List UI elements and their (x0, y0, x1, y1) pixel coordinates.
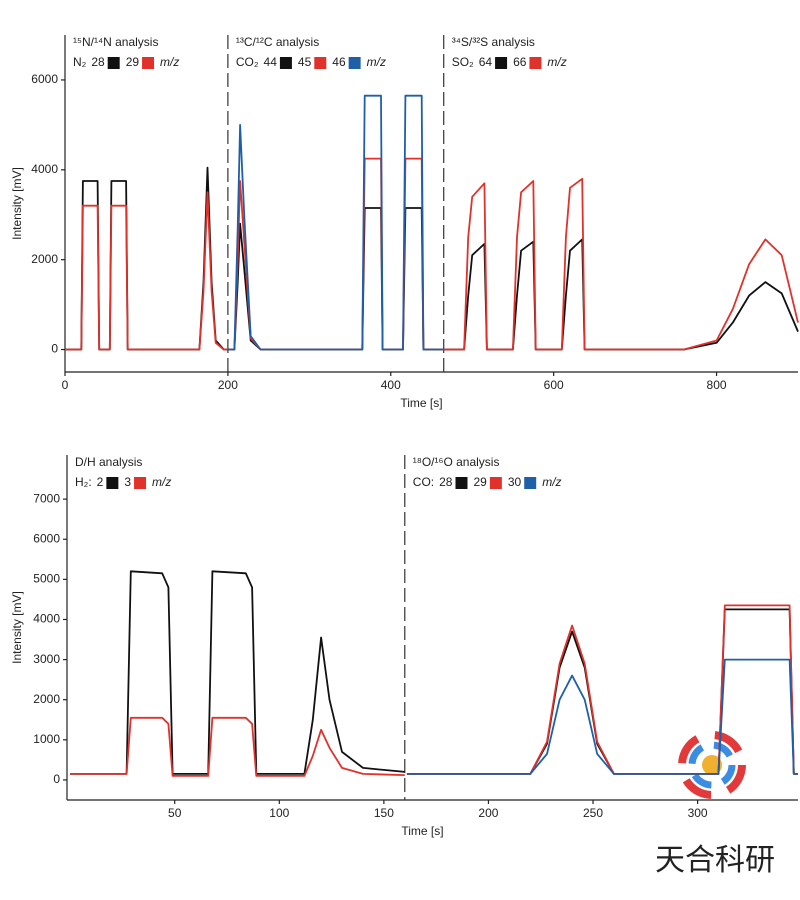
legend-label: 44 (264, 55, 278, 69)
legend-unit: m/z (367, 55, 386, 69)
y-tick-label: 6000 (33, 531, 60, 545)
legend-swatch (348, 57, 361, 69)
logo (678, 731, 746, 799)
y-tick-label: 1000 (33, 732, 60, 746)
legend-unit: m/z (547, 55, 566, 69)
y-axis-label: Intensity [mV] (10, 167, 24, 240)
x-axis-label: Time [s] (401, 824, 443, 838)
y-tick-label: 0 (51, 342, 58, 356)
legend-gas: SO₂ (452, 55, 474, 69)
chart-panel: 0 1000 2000 3000 4000 5000 6000 7000 50 100 150 200… (10, 455, 798, 838)
legend-swatch (495, 57, 508, 69)
legend-swatch (455, 477, 468, 489)
x-tick-label: 200 (218, 378, 238, 392)
legend-label: 28 (91, 55, 105, 69)
y-tick-label: 3000 (33, 652, 60, 666)
x-tick-label: 800 (707, 378, 727, 392)
legend-gas: N₂ (73, 55, 87, 69)
y-tick-label: 6000 (31, 72, 58, 86)
series-line (227, 157, 444, 351)
legend-label: 2 (97, 475, 104, 489)
legend-swatch (529, 57, 542, 69)
chart-panel: 0 2000 4000 6000 0 200 400 600 800 Time [s] Intens… (10, 35, 799, 410)
legend-swatch (279, 57, 292, 69)
legend-label: 45 (298, 55, 312, 69)
legend-swatch (107, 57, 120, 69)
group-title: ¹⁸O/¹⁶O analysis (413, 455, 500, 469)
group-title: ³⁴S/³²S analysis (452, 35, 535, 49)
legend-label: 64 (479, 55, 493, 69)
legend-swatch (106, 477, 119, 489)
legend-swatch (314, 57, 327, 69)
series-line (65, 166, 228, 351)
legend-label: 29 (126, 55, 140, 69)
y-tick-label: 7000 (33, 491, 60, 505)
legend-label: 66 (513, 55, 527, 69)
y-tick-label: 0 (53, 772, 60, 786)
x-tick-label: 150 (374, 806, 394, 820)
group-title: ¹⁵N/¹⁴N analysis (73, 35, 158, 49)
y-tick-label: 4000 (31, 162, 58, 176)
legend-label: 28 (439, 475, 453, 489)
legend-swatch (142, 57, 155, 69)
x-tick-label: 400 (381, 378, 401, 392)
x-tick-label: 300 (688, 806, 708, 820)
series-line (70, 570, 405, 775)
group-title: ¹³C/¹²C analysis (236, 35, 319, 49)
series-line (443, 177, 799, 351)
legend-unit: m/z (542, 475, 561, 489)
x-tick-label: 200 (478, 806, 498, 820)
x-tick-label: 250 (583, 806, 603, 820)
series-line (65, 191, 228, 351)
legend-label: 30 (508, 475, 522, 489)
legend-unit: m/z (160, 55, 179, 69)
legend-gas: H₂: (75, 475, 92, 489)
series-line (227, 207, 444, 351)
series-line (70, 716, 405, 777)
y-tick-label: 4000 (33, 612, 60, 626)
series-line (443, 238, 799, 351)
legend-label: 46 (332, 55, 346, 69)
series-line (406, 658, 798, 775)
series-line (406, 604, 798, 775)
x-tick-label: 600 (544, 378, 564, 392)
x-tick-label: 50 (168, 806, 182, 820)
y-tick-label: 2000 (33, 692, 60, 706)
x-axis-label: Time [s] (400, 396, 442, 410)
legend-swatch (134, 477, 147, 489)
x-tick-label: 100 (269, 806, 289, 820)
legend-unit: m/z (152, 475, 171, 489)
legend-gas: CO₂ (236, 55, 259, 69)
legend-label: 3 (124, 475, 131, 489)
y-axis-label: Intensity [mV] (10, 591, 24, 664)
y-tick-label: 5000 (33, 572, 60, 586)
legend-swatch (524, 477, 537, 489)
group-title: D/H analysis (75, 455, 142, 469)
y-tick-label: 2000 (31, 252, 58, 266)
x-tick-label: 0 (62, 378, 69, 392)
legend-label: 29 (473, 475, 487, 489)
watermark: 天合科研 (655, 843, 775, 878)
legend-swatch (489, 477, 502, 489)
series-line (227, 94, 444, 351)
legend-gas: CO: (413, 475, 434, 489)
